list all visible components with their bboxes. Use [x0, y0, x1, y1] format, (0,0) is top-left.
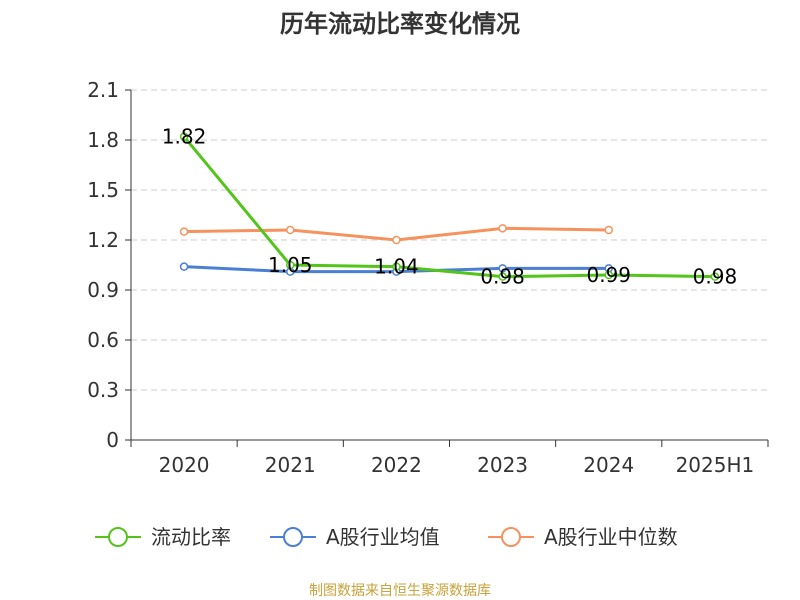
data-point — [179, 227, 189, 236]
legend-label[interactable]: A股行业中位数 — [544, 525, 678, 549]
legend-marker — [283, 527, 303, 547]
legend: 流动比率 A股行业均值 A股行业中位数 — [95, 525, 678, 549]
data-point — [498, 264, 507, 273]
x-tick-label: 2024 — [583, 453, 634, 477]
data-point — [286, 225, 295, 235]
series-line-0 — [182, 135, 717, 279]
legend-marker — [501, 527, 521, 547]
y-tick-label: 0 — [106, 428, 119, 452]
x-tick-label: 2020 — [159, 453, 210, 477]
data-label: 1.05 — [268, 253, 313, 277]
y-tick-label: 1.2 — [87, 228, 119, 252]
y-tick-label: 2.1 — [87, 78, 119, 102]
series-lines — [179, 132, 720, 281]
grid-lines — [131, 89, 768, 391]
data-point — [604, 225, 613, 235]
y-tick-label: 1.8 — [87, 128, 119, 152]
legend-label[interactable]: 流动比率 — [151, 525, 231, 549]
y-tick-label: 0.9 — [87, 278, 119, 302]
data-point — [392, 262, 401, 271]
axes: 0 0.3 0.6 0.9 1.2 1.5 1.8 2.1 2020 2021 2022 2023 20… — [87, 78, 769, 477]
data-label: 1.04 — [374, 255, 419, 279]
legend-label[interactable]: A股行业均值 — [326, 525, 440, 549]
x-tick-label: 2023 — [477, 453, 528, 477]
y-tick-label: 0.3 — [87, 378, 119, 402]
data-point — [498, 224, 507, 233]
source-note: 制图数据来自恒生聚源数据库 — [309, 583, 491, 599]
data-label: 0.98 — [693, 265, 738, 289]
data-label: 1.82 — [162, 125, 207, 149]
data-point — [392, 235, 401, 245]
data-point — [498, 272, 507, 281]
x-tick-label: 2021 — [265, 453, 316, 477]
data-label: 0.99 — [586, 263, 631, 287]
data-point — [179, 132, 189, 141]
chart-title: 历年流动比率变化情况 — [280, 10, 520, 38]
legend-marker — [108, 527, 128, 547]
data-point — [286, 260, 295, 270]
data-point — [710, 272, 720, 281]
data-point — [604, 270, 613, 280]
data-labels: 1.82 1.05 1.04 0.98 0.99 0.98 — [162, 125, 737, 289]
y-tick-label: 0.6 — [87, 328, 119, 352]
x-tick-label: 2022 — [371, 453, 422, 477]
data-label: 0.98 — [480, 265, 525, 289]
x-tick-label: 2025H1 — [676, 453, 755, 477]
data-point — [179, 262, 189, 271]
y-tick-label: 1.5 — [87, 178, 119, 202]
